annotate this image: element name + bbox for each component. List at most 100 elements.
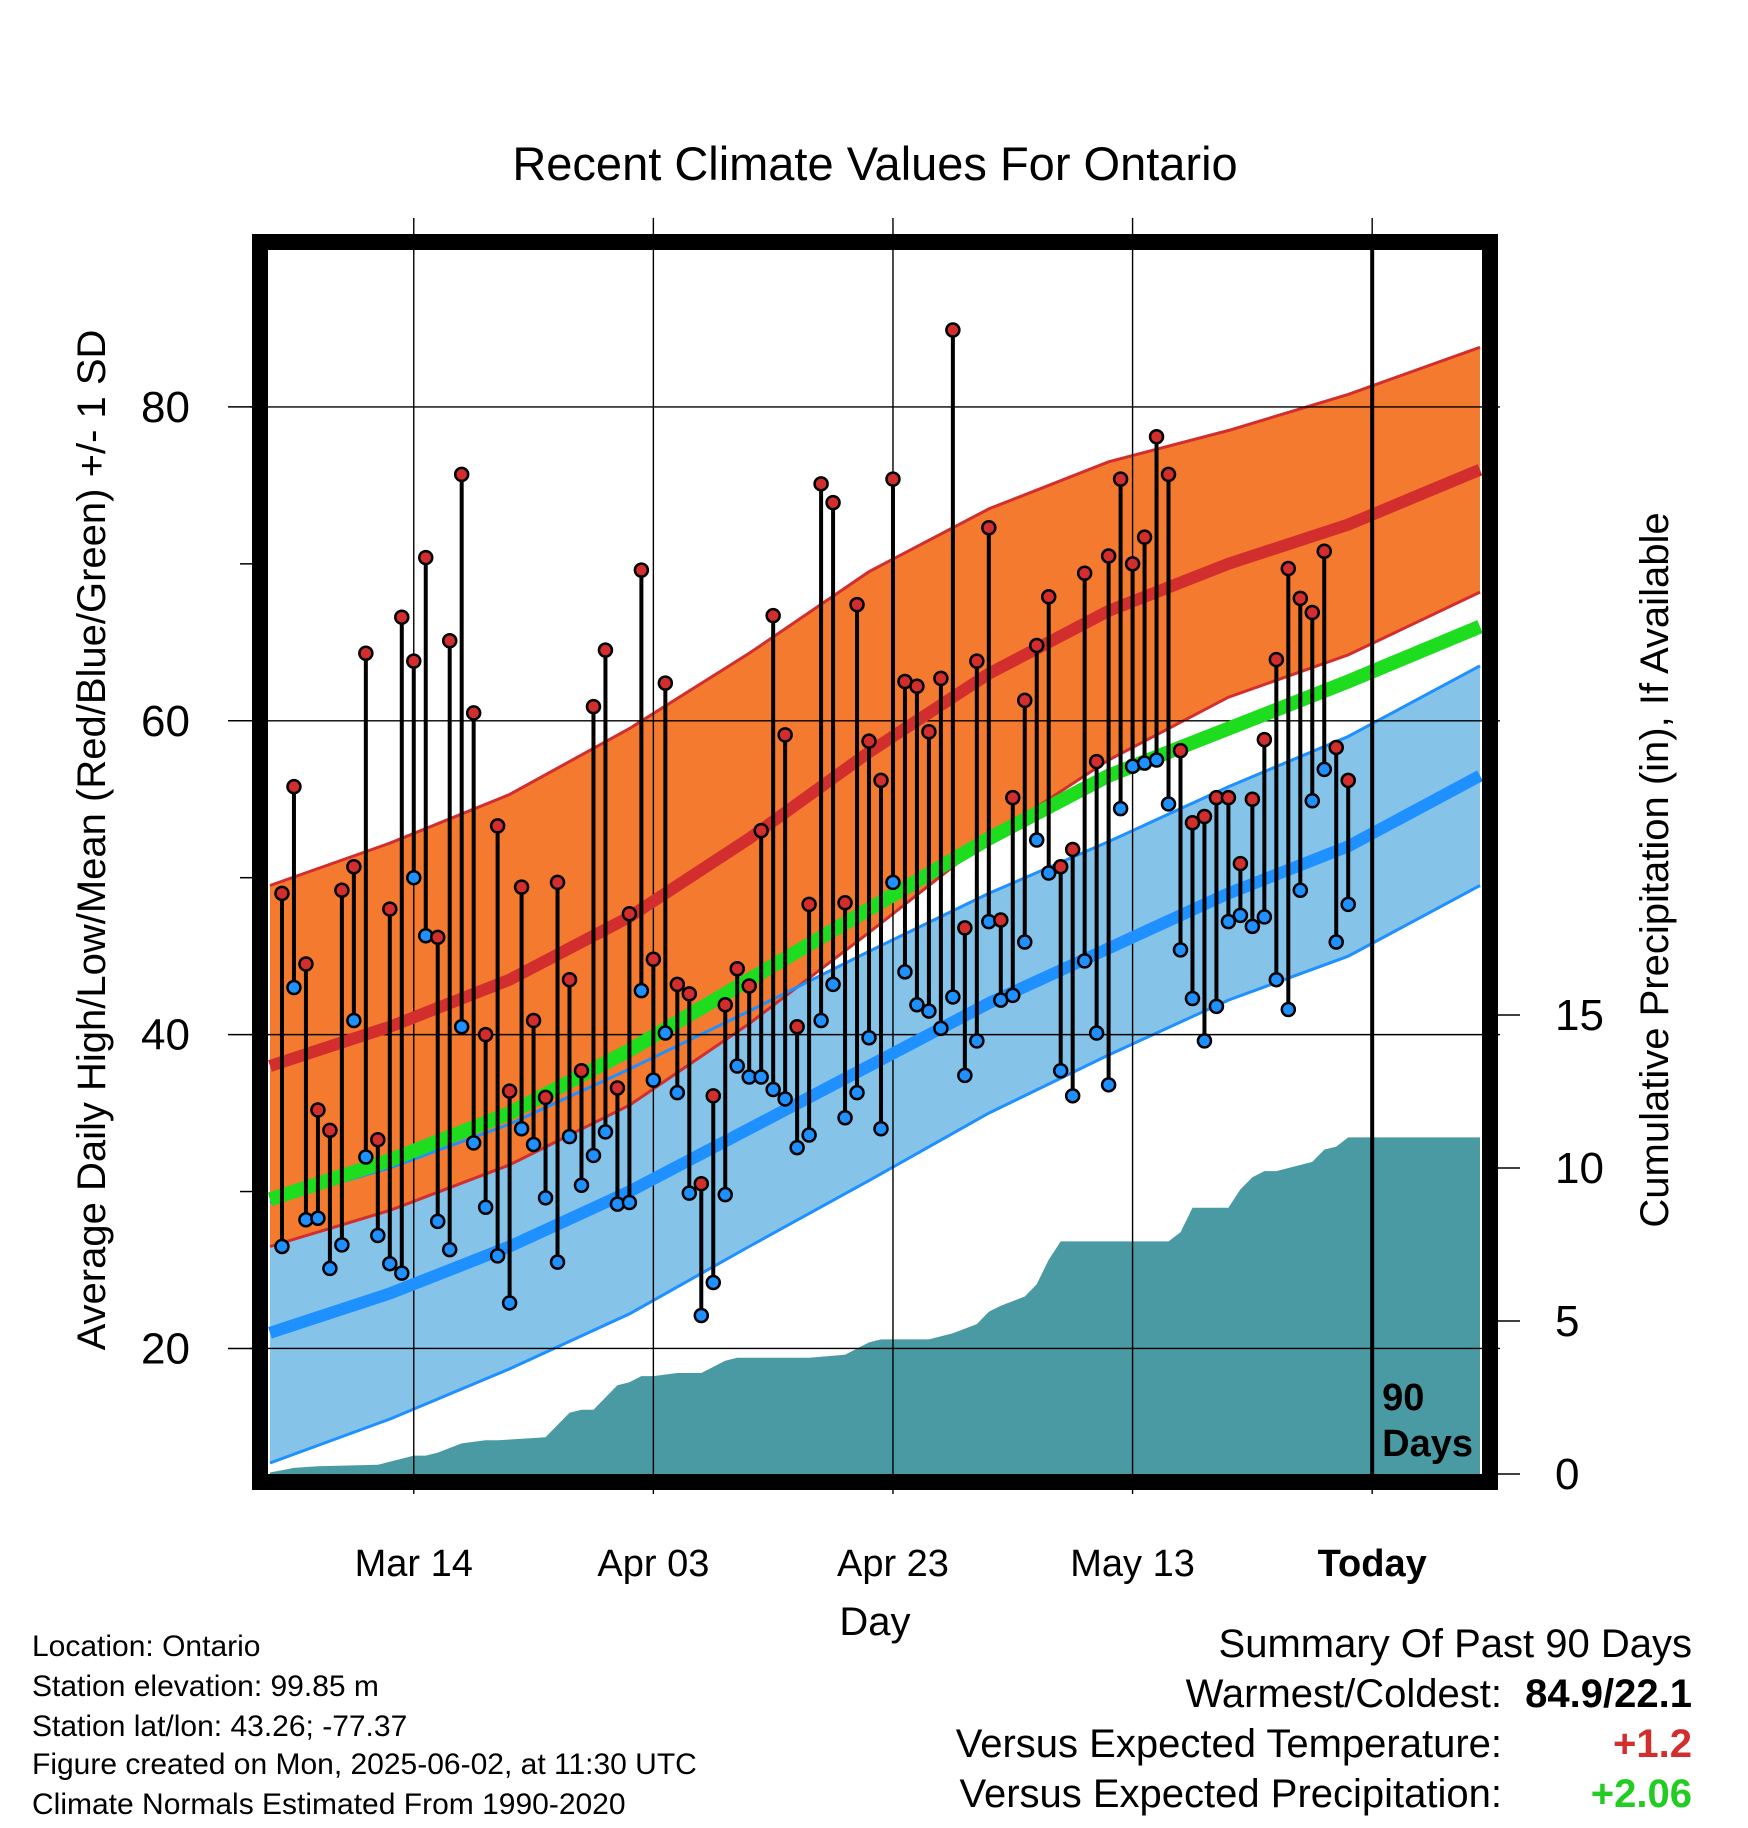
observed-day bbox=[825, 494, 841, 993]
observed-high-point bbox=[981, 520, 997, 536]
observed-high-point bbox=[525, 1012, 542, 1029]
x-tick-label: Apr 03 bbox=[597, 1543, 709, 1585]
observed-low-point bbox=[310, 1210, 326, 1226]
observed-day bbox=[933, 670, 949, 1037]
observed-day bbox=[717, 997, 733, 1203]
observed-day bbox=[645, 951, 662, 1088]
observed-high-point bbox=[909, 678, 925, 694]
observed-low-point bbox=[909, 997, 925, 1013]
observed-low-point bbox=[1304, 793, 1321, 809]
observed-high-point bbox=[1196, 808, 1213, 825]
observed-low-point bbox=[1028, 832, 1045, 848]
observed-day bbox=[633, 562, 650, 999]
observed-low-point bbox=[1064, 1088, 1081, 1104]
observed-low-point bbox=[429, 1213, 446, 1230]
observed-day bbox=[310, 1102, 326, 1226]
precipitation-area bbox=[270, 1137, 1480, 1474]
y2-tick-label: 0 bbox=[1555, 1450, 1579, 1499]
observed-day bbox=[945, 322, 961, 1005]
observed-day bbox=[1292, 590, 1309, 898]
observed-day bbox=[1208, 789, 1225, 1015]
observed-day bbox=[489, 818, 506, 1264]
observed-day bbox=[1112, 471, 1129, 817]
observed-high-point bbox=[549, 874, 566, 891]
y-tick-label: 20 bbox=[141, 1324, 190, 1373]
observed-high-point bbox=[1244, 791, 1261, 807]
observed-high-point bbox=[406, 653, 422, 669]
summary-warmest-row: Warmest/Coldest: 84.9/22.1 bbox=[1186, 1672, 1692, 1717]
low-band-lower-edge bbox=[269, 884, 1481, 1465]
observed-low-point bbox=[322, 1260, 338, 1277]
observed-high-point bbox=[993, 912, 1009, 928]
observed-day bbox=[274, 885, 290, 1255]
normal-low-line bbox=[268, 770, 1483, 1339]
observed-day bbox=[406, 653, 422, 886]
observed-high-point bbox=[1172, 742, 1189, 759]
observed-low-point bbox=[657, 1025, 674, 1041]
observed-high-point bbox=[1280, 560, 1297, 577]
footer-latlon: Station lat/lon: 43.26; -77.37 bbox=[32, 1710, 408, 1743]
observed-day bbox=[1328, 739, 1344, 950]
observed-low-point bbox=[825, 976, 841, 993]
observed-low-point bbox=[549, 1254, 566, 1270]
observed-low-point bbox=[406, 869, 422, 886]
observed-high-point bbox=[358, 645, 374, 662]
observed-low-point bbox=[1148, 752, 1165, 768]
observed-low-point bbox=[765, 1081, 781, 1098]
observed-day bbox=[1160, 466, 1177, 812]
observed-low-point bbox=[861, 1030, 877, 1046]
observed-high-point bbox=[1268, 651, 1285, 668]
observed-day bbox=[1280, 560, 1297, 1018]
observed-low-point bbox=[1292, 882, 1309, 898]
observed-day bbox=[441, 632, 458, 1258]
observed-low-point bbox=[729, 1058, 745, 1074]
observed-low-point bbox=[334, 1237, 350, 1253]
observed-low-point bbox=[441, 1241, 458, 1258]
observed-high-point bbox=[885, 471, 901, 487]
today-days-label: Days bbox=[1382, 1423, 1473, 1465]
summary-title: Summary Of Past 90 Days bbox=[1218, 1622, 1692, 1666]
observed-low-point bbox=[777, 1091, 793, 1107]
observed-low-point bbox=[921, 1003, 937, 1019]
observed-low-point bbox=[394, 1265, 410, 1281]
observed-low-point bbox=[753, 1069, 769, 1085]
observed-day bbox=[513, 879, 530, 1137]
observed-low-point bbox=[789, 1139, 805, 1156]
observed-day bbox=[693, 1175, 710, 1324]
observed-high-point bbox=[813, 476, 829, 492]
observed-low-point bbox=[933, 1020, 949, 1037]
observed-day bbox=[657, 675, 674, 1041]
footer-normals: Climate Normals Estimated From 1990-2020 bbox=[32, 1788, 626, 1821]
summary-warmest-value: 84.9/22.1 bbox=[1525, 1672, 1692, 1716]
summary-precip-value: +2.06 bbox=[1590, 1772, 1692, 1816]
observed-day bbox=[322, 1122, 338, 1277]
observed-high-point bbox=[705, 1088, 722, 1104]
summary-precip-label: Versus Expected Precipitation: bbox=[959, 1772, 1502, 1816]
observed-low-point bbox=[681, 1185, 698, 1201]
observed-day bbox=[957, 920, 973, 1084]
observed-low-point bbox=[1208, 998, 1225, 1015]
observed-high-point bbox=[334, 882, 350, 898]
observed-high-point bbox=[621, 906, 638, 922]
observed-high-point bbox=[382, 901, 398, 917]
observed-high-point bbox=[861, 733, 877, 749]
observed-high-point bbox=[346, 858, 362, 875]
summary-temp-row: Versus Expected Temperature: +1.2 bbox=[956, 1722, 1692, 1767]
observed-day bbox=[1196, 808, 1213, 1049]
y2-axis-label: Cumulative Precipitation (in), If Availa… bbox=[1633, 512, 1677, 1227]
observed-day bbox=[1232, 855, 1249, 924]
observed-low-point bbox=[885, 874, 901, 891]
observed-low-point bbox=[1100, 1077, 1117, 1093]
summary-precip-row: Versus Expected Precipitation: +2.06 bbox=[959, 1772, 1692, 1817]
observed-high-point bbox=[286, 778, 302, 795]
observed-high-point bbox=[1148, 428, 1165, 445]
axes: 20 40 60 80 0 5 10 15 Mar 14 Apr 03 Apr 23 May 13 To… bbox=[141, 234, 1604, 1585]
observed-day bbox=[525, 1012, 542, 1153]
observed-low-point bbox=[957, 1067, 973, 1084]
x-tick-label: Mar 14 bbox=[355, 1543, 473, 1585]
observed-day bbox=[909, 678, 925, 1013]
observed-low-point bbox=[1005, 987, 1021, 1004]
observed-low-point bbox=[705, 1274, 722, 1291]
observed-high-point bbox=[322, 1122, 338, 1139]
observed-day bbox=[382, 901, 398, 1272]
